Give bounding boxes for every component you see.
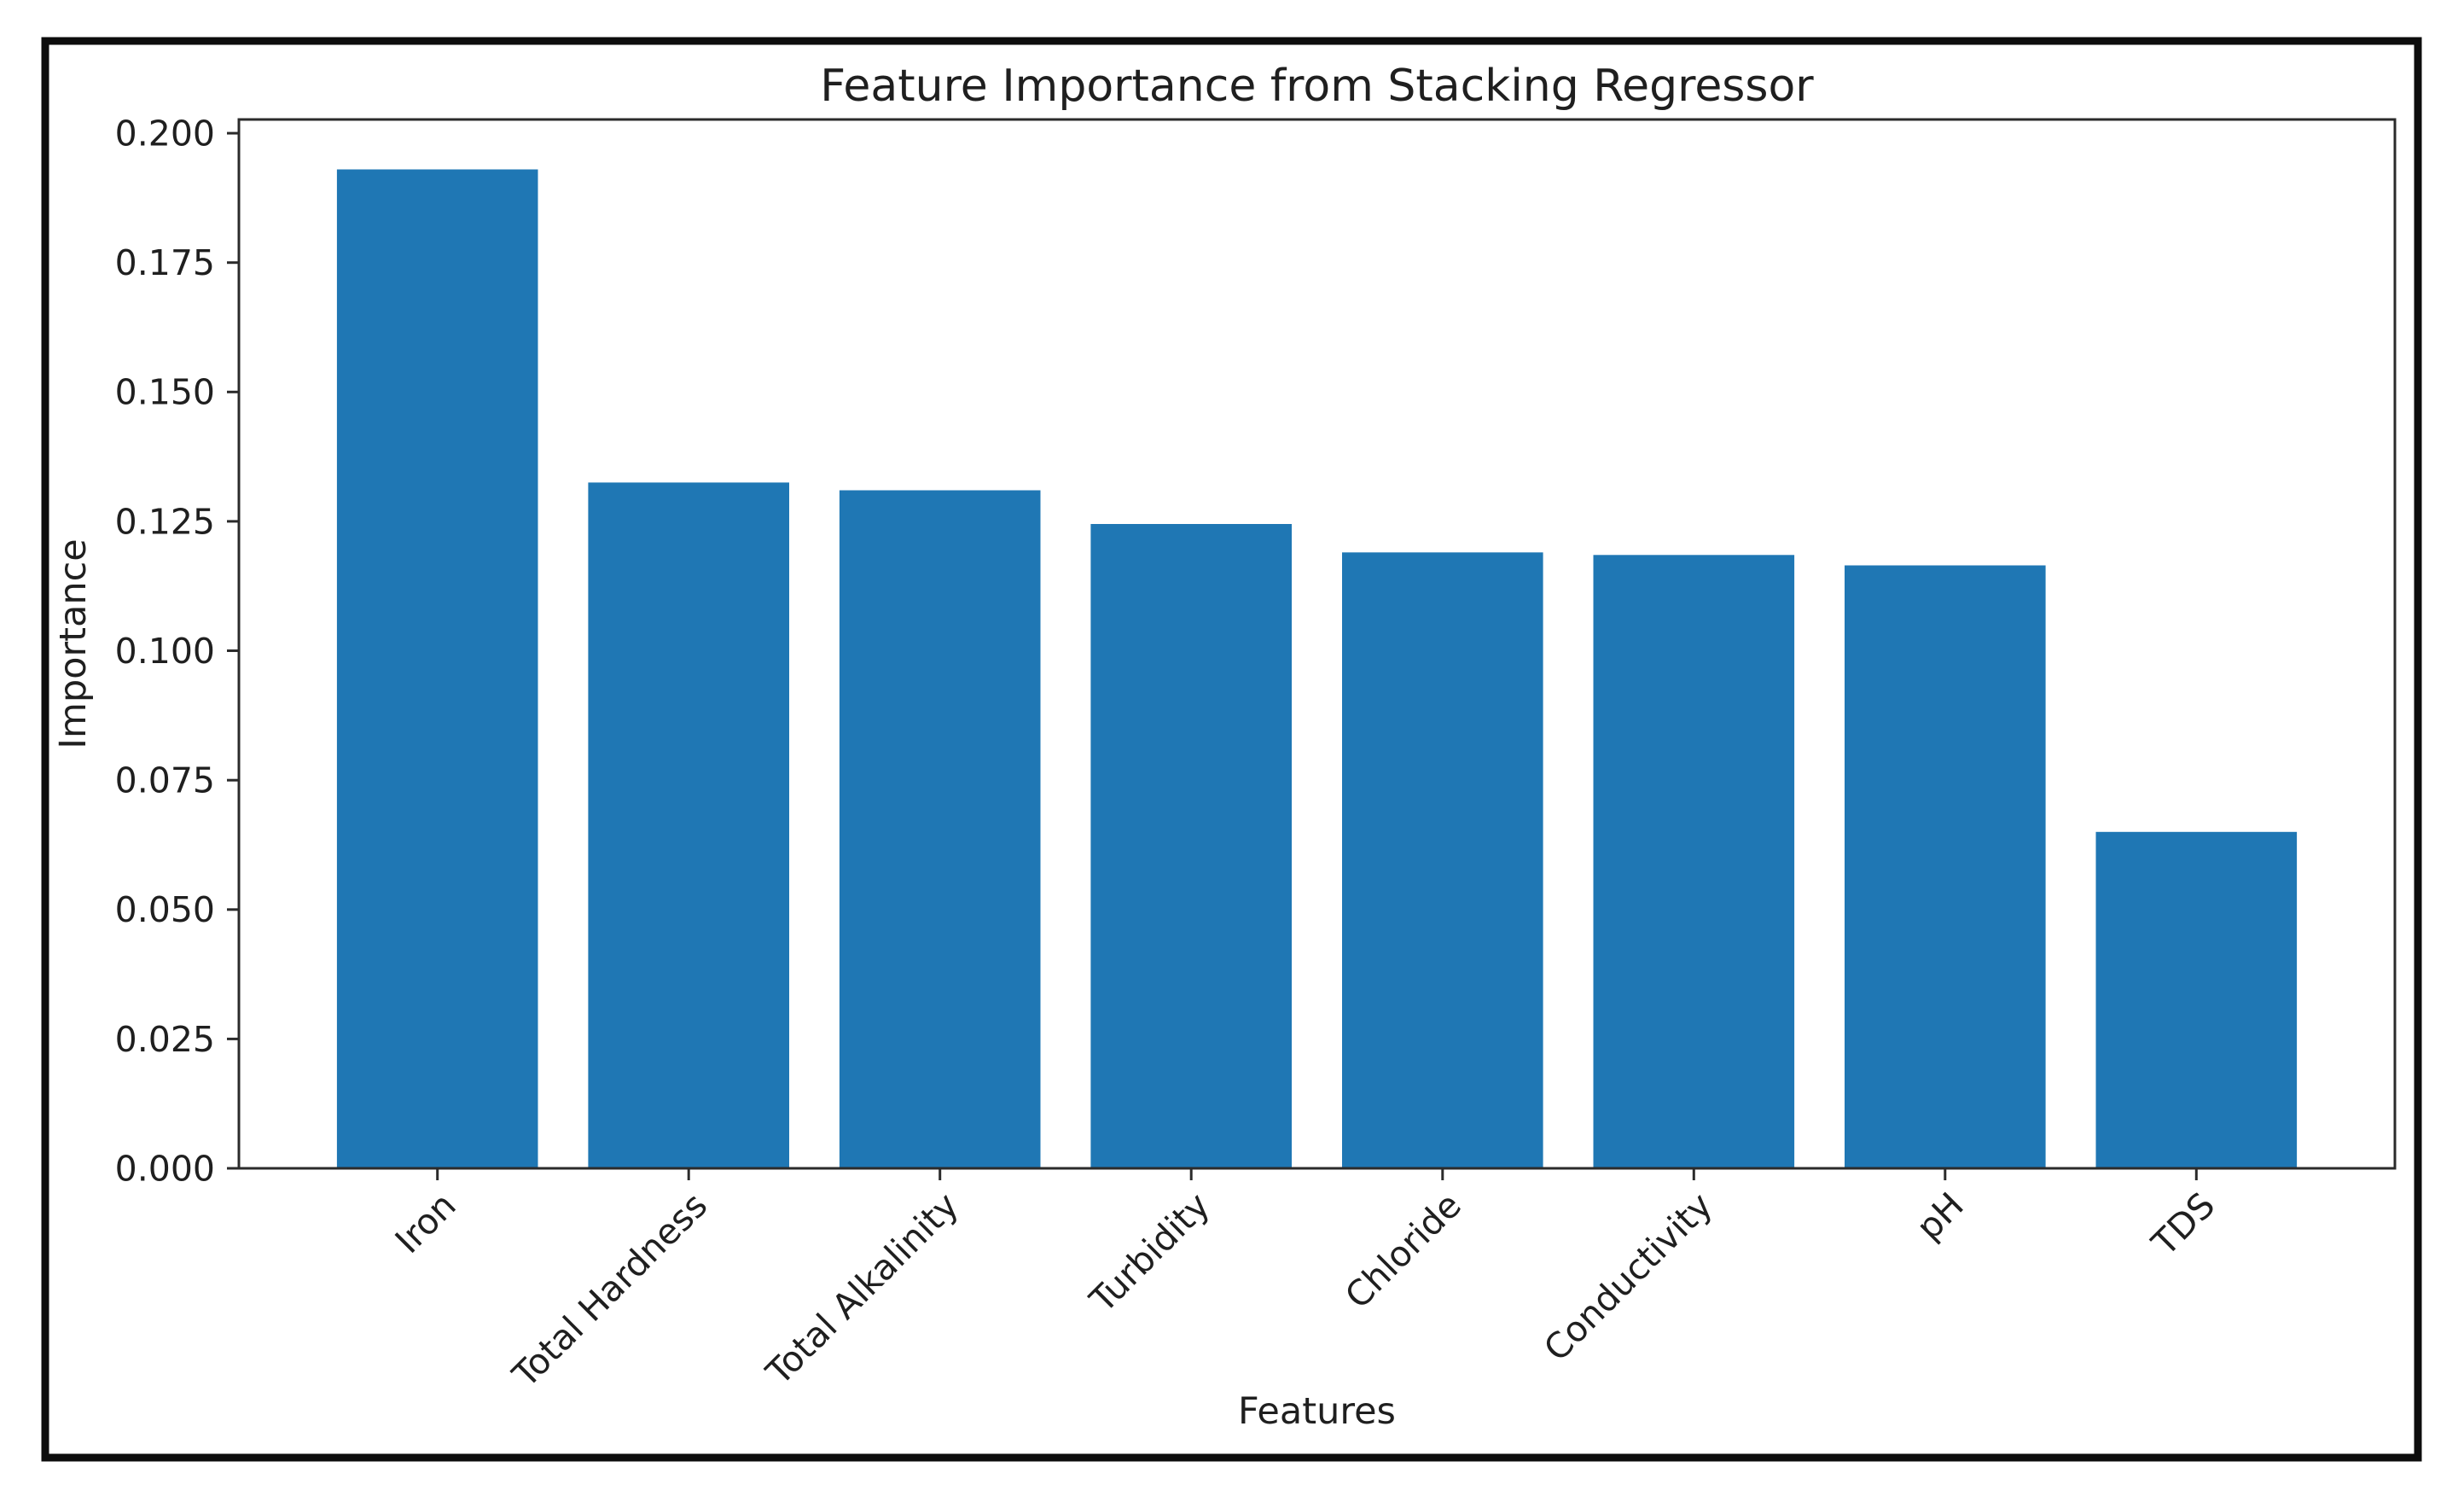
bar-total-alkalinity	[839, 490, 1041, 1168]
bar-tds	[2095, 831, 2298, 1168]
y-tick-label: 0.200	[115, 113, 215, 154]
bars-group	[336, 169, 2298, 1168]
bar-conductivity	[1593, 555, 1795, 1168]
y-axis-label: Importance	[52, 539, 95, 748]
y-tick-label: 0.075	[115, 760, 215, 801]
bar-turbidity	[1090, 524, 1292, 1168]
chart-title: Feature Importance from Stacking Regress…	[820, 61, 1814, 112]
bar-iron	[336, 169, 538, 1168]
bar-total-hardness	[588, 482, 789, 1168]
x-axis-label: Features	[1238, 1390, 1396, 1433]
y-tick-label: 0.175	[115, 242, 215, 283]
y-tick-label: 0.025	[115, 1019, 215, 1060]
y-axis: 0.000 0.025 0.050 0.075 0.100 0.125 0.150 0.175…	[115, 113, 239, 1189]
y-tick-label: 0.150	[115, 372, 215, 413]
y-tick-label: 0.050	[115, 889, 215, 930]
y-tick-label: 0.125	[115, 501, 215, 542]
bar-ph	[1845, 565, 2046, 1168]
axes-spines	[237, 118, 2397, 1170]
y-tick-label: 0.000	[115, 1148, 215, 1189]
y-tick-label: 0.100	[115, 631, 215, 672]
bar-chloride	[1342, 552, 1543, 1168]
